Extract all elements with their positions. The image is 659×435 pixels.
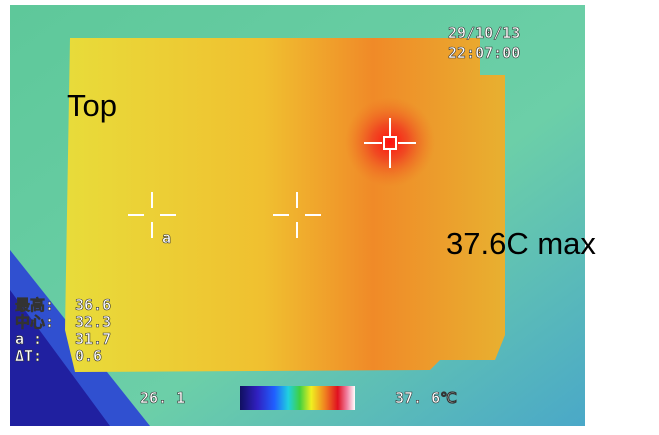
- readout-label: a :: [15, 330, 42, 348]
- time: 22:07:00: [448, 44, 520, 62]
- readout-label: 最高:: [15, 296, 54, 314]
- readout-value: 36.6: [75, 296, 111, 314]
- max-annotation: 37.6C max: [446, 226, 596, 261]
- scale-min: 26. 1: [140, 389, 185, 407]
- readout-label: ΔT:: [15, 347, 42, 365]
- readout-value: 31.7: [75, 330, 111, 348]
- hot-spot: [345, 97, 435, 187]
- board: [65, 38, 505, 372]
- scale-max: 37. 6℃: [395, 389, 457, 407]
- page: a 29/10/13 22:07:00 最高: 36.6 中心: 32.3 a : 31.…: [0, 0, 659, 431]
- readout-label: 中心:: [15, 313, 54, 331]
- thermal-view: a 29/10/13 22:07:00 最高: 36.6 中心: 32.3 a : 31.…: [0, 0, 659, 431]
- marker-label: a: [162, 229, 171, 247]
- top-annotation: Top: [67, 88, 117, 123]
- date: 29/10/13: [448, 24, 520, 42]
- readout-value: 0.6: [75, 347, 102, 365]
- color-scale: [240, 386, 355, 410]
- readout-value: 32.3: [75, 313, 111, 331]
